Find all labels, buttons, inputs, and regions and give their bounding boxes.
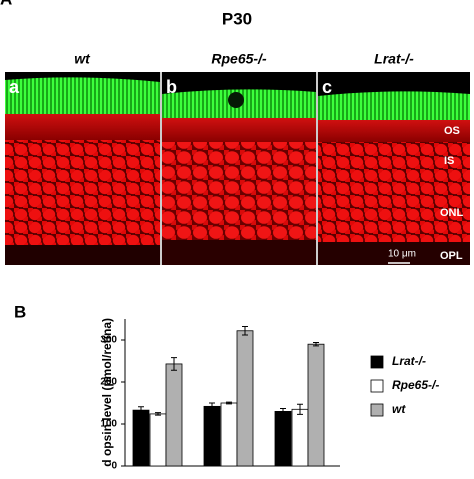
legend-swatch: [370, 403, 384, 417]
panel-letter: A: [0, 0, 12, 8]
bar: [291, 408, 309, 467]
bar: [236, 330, 254, 467]
error-bar: [171, 357, 177, 371]
error-bar: [155, 412, 161, 416]
bar: [165, 363, 183, 467]
bar: [203, 405, 221, 467]
micrographs: [5, 72, 470, 265]
y-tick-label: 200: [100, 377, 117, 388]
bar: [132, 409, 150, 467]
panel-title: P30: [222, 9, 252, 28]
legend-swatch: [370, 379, 384, 393]
legend-label: Rpe65-/-: [392, 378, 439, 392]
legend-label: wt: [392, 402, 406, 416]
legend-label: Lrat-/-: [392, 354, 426, 368]
y-axis-label: d opsin level (pmol/retina): [100, 318, 114, 467]
error-bar: [280, 407, 286, 415]
error-bar: [209, 402, 215, 411]
column-label: wt: [74, 51, 91, 67]
error-bar: [242, 326, 248, 336]
legend-swatch: [370, 355, 384, 369]
bar: [149, 413, 167, 467]
error-bar: [297, 403, 303, 415]
error-bar: [226, 401, 232, 405]
panel-letter: a: [9, 77, 20, 97]
panel-letter: c: [322, 77, 332, 97]
column-label: Lrat-/-: [374, 51, 414, 67]
y-tick-label: 0: [111, 461, 117, 472]
bar: [274, 410, 292, 467]
y-tick-label: 100: [100, 419, 117, 430]
layer-label: IS: [444, 155, 454, 167]
column-label: Rpe65-/-: [211, 51, 267, 67]
error-bar: [138, 406, 144, 414]
panel-letter: B: [14, 302, 26, 321]
y-tick-label: 300: [100, 335, 117, 346]
scale-bar-label: 10 μm: [388, 249, 416, 260]
bar: [307, 343, 325, 467]
bar: [220, 402, 238, 467]
panel-letter: b: [166, 77, 177, 97]
layer-label: OPL: [440, 250, 463, 262]
error-bar: [313, 342, 319, 347]
layer-label: OS: [444, 125, 460, 137]
layer-label: ONL: [440, 207, 464, 219]
